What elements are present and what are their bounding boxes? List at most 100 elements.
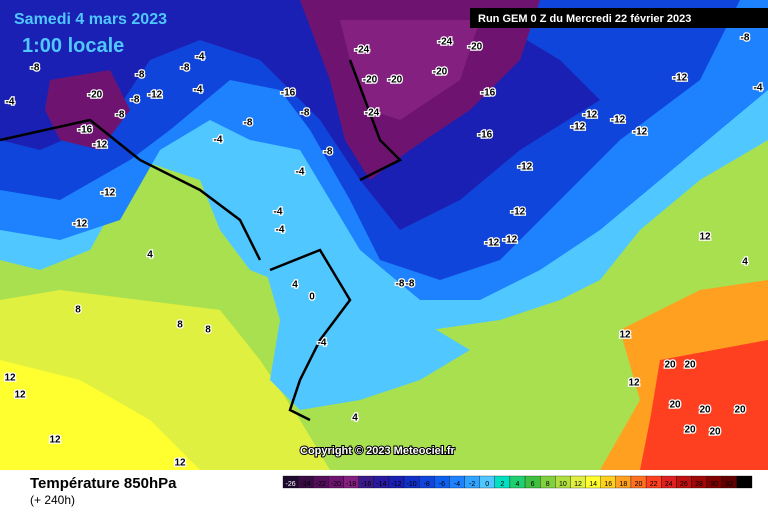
isotherm-label: -16 <box>481 88 496 99</box>
isotherm-label: -8 <box>406 279 415 290</box>
legend-label: 6 <box>531 481 535 488</box>
isotherm-label: 20 <box>684 360 696 371</box>
time: 1:00 locale <box>22 35 124 57</box>
legend-label: 0 <box>485 481 489 488</box>
legend-label: 16 <box>604 481 612 488</box>
isotherm-label: -16 <box>478 130 493 141</box>
legend-swatch <box>736 475 753 489</box>
legend-label: 22 <box>650 481 658 488</box>
isotherm-label: -20 <box>388 75 403 86</box>
map-labels: -20-16-12-12-12-8-4-8-12-8-8-4-8-4-4-8-1… <box>3 31 764 470</box>
isotherm-label: 12 <box>49 435 61 446</box>
isotherm-label: -16 <box>78 125 93 136</box>
isotherm-label: -12 <box>511 207 526 218</box>
legend-label: -20 <box>331 481 341 488</box>
isotherm-label: 12 <box>4 373 16 384</box>
legend-label: 8 <box>546 481 550 488</box>
isotherm-label: -8 <box>396 279 405 290</box>
isotherm-label: 20 <box>734 405 746 416</box>
isotherm-label: 8 <box>177 320 183 331</box>
isotherm-label: 20 <box>664 360 676 371</box>
isotherm-label: -20 <box>433 67 448 78</box>
isotherm-label: 12 <box>174 458 186 469</box>
isotherm-label: -24 <box>355 45 370 56</box>
isotherm-label: -12 <box>518 162 533 173</box>
footer-lead: (+ 240h) <box>30 493 75 507</box>
isotherm-label: -12 <box>633 127 648 138</box>
legend-label: 2 <box>500 481 504 488</box>
isotherm-label: -12 <box>673 73 688 84</box>
legend-label: -14 <box>376 481 386 488</box>
isotherm-label: -20 <box>468 42 483 53</box>
isotherm-label: -8 <box>181 63 190 74</box>
isotherm-label: 12 <box>14 390 26 401</box>
isotherm-label: -8 <box>324 147 333 158</box>
isotherm-label: -4 <box>296 167 305 178</box>
legend-label: -12 <box>391 481 401 488</box>
legend-label: -16 <box>361 481 371 488</box>
isotherm-label: -4 <box>318 338 327 349</box>
legend-label: -8 <box>424 481 430 488</box>
legend-label: 10 <box>559 481 567 488</box>
isotherm-label: -8 <box>136 70 145 81</box>
isotherm-label: -20 <box>88 90 103 101</box>
legend-label: -2 <box>469 481 475 488</box>
legend-label: -22 <box>316 481 326 488</box>
isotherm-label: -20 <box>363 75 378 86</box>
legend-label: 4 <box>516 481 520 488</box>
legend-label: 32 <box>725 481 733 488</box>
isotherm-label: 12 <box>619 330 631 341</box>
legend: -26 -24 -22 -20 -18 -16 -14 -12 -10 -8 -6 -4 -2 0 2 4 6 8… <box>282 475 753 489</box>
isotherm-label: -12 <box>73 219 88 230</box>
isotherm-label: -12 <box>571 122 586 133</box>
isotherm-label: -12 <box>93 140 108 151</box>
isotherm-label: 4 <box>352 413 358 424</box>
isotherm-label: -12 <box>611 115 626 126</box>
isotherm-label: 12 <box>699 232 711 243</box>
isotherm-label: 20 <box>684 425 696 436</box>
legend-label: 18 <box>620 481 628 488</box>
legend-label: -18 <box>346 481 356 488</box>
isotherm-label: -12 <box>503 235 518 246</box>
legend-label: 12 <box>574 481 582 488</box>
copyright: Copyright © 2023 Meteociel.fr <box>300 445 456 457</box>
isotherm-label: -8 <box>131 95 140 106</box>
legend-label: 20 <box>635 481 643 488</box>
legend-label: -10 <box>407 481 417 488</box>
isotherm-label: -4 <box>274 207 283 218</box>
legend-label: -24 <box>301 481 311 488</box>
isotherm-label: 8 <box>75 305 81 316</box>
isotherm-label: 20 <box>669 400 681 411</box>
legend-label: -4 <box>454 481 460 488</box>
isotherm-label: -24 <box>365 108 380 119</box>
isotherm-label: -16 <box>281 88 296 99</box>
legend-label: 24 <box>665 481 673 488</box>
legend-label: 26 <box>680 481 688 488</box>
isotherm-label: 4 <box>292 280 298 291</box>
run-info: Run GEM 0 Z du Mercredi 22 février 2023 <box>478 13 691 25</box>
isotherm-label: -12 <box>148 90 163 101</box>
footer-title: Température 850hPa <box>30 475 177 492</box>
isotherm-label: 20 <box>709 427 721 438</box>
isotherm-label: -4 <box>214 135 223 146</box>
isotherm-label: 0 <box>309 292 315 303</box>
isotherm-label: 20 <box>699 405 711 416</box>
isotherm-label: -8 <box>741 33 750 44</box>
isotherm-label: 12 <box>628 378 640 389</box>
legend-label: -26 <box>286 481 296 488</box>
isotherm-label: -24 <box>438 37 453 48</box>
isotherm-label: -12 <box>485 238 500 249</box>
legend-label: 28 <box>695 481 703 488</box>
isotherm-label: -4 <box>754 83 763 94</box>
legend-label: 14 <box>589 481 597 488</box>
isotherm-label: 8 <box>205 325 211 336</box>
isotherm-label: -8 <box>301 108 310 119</box>
legend-label: 34 <box>741 481 749 488</box>
isotherm-label: -12 <box>101 188 116 199</box>
isotherm-label: -4 <box>6 97 15 108</box>
run-box <box>470 8 768 28</box>
map-background <box>0 0 768 470</box>
isotherm-label: -8 <box>31 63 40 74</box>
